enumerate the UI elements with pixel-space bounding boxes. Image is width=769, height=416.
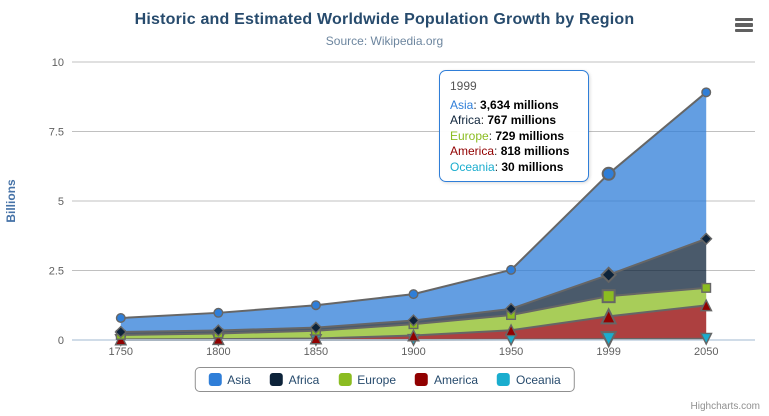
tooltip-series-label: America (450, 144, 495, 159)
y-axis-title: Billions (4, 179, 18, 223)
x-tick-label: 1750 (109, 346, 133, 358)
legend-label: America (434, 372, 479, 387)
x-tick-label: 1950 (499, 346, 523, 358)
legend: Asia Africa Europe America Oceania (194, 367, 575, 392)
legend-item-africa[interactable]: Africa (269, 372, 320, 387)
data-point-asia[interactable] (701, 87, 712, 98)
x-tick-label: 2050 (694, 346, 718, 358)
data-point-america[interactable] (407, 328, 420, 342)
legend-label: Europe (357, 372, 397, 387)
tooltip-series-value: 3,634 millions (480, 97, 559, 112)
y-axis-labels: 0 2.5 5 7.5 10 (49, 57, 64, 347)
y-tick-label: 7.5 (49, 127, 64, 139)
credits-link[interactable]: Highcharts.com (690, 401, 760, 412)
y-tick-label: 5 (58, 196, 64, 208)
tooltip-rows: Asia: 3,634 millions Africa: 767 millions… (450, 98, 578, 176)
legend-symbol-asia (208, 373, 222, 386)
data-point-europe[interactable] (601, 289, 616, 304)
tooltip-row-europe: Europe: 729 millions (450, 128, 565, 143)
tooltip-row-oceania: Oceania: 30 millions (450, 159, 564, 174)
data-point-america[interactable] (211, 332, 225, 346)
export-menu-button[interactable] (733, 16, 755, 34)
data-point-oceania[interactable] (699, 332, 713, 346)
legend-item-asia[interactable]: Asia (208, 372, 251, 387)
data-point-africa[interactable] (504, 302, 518, 316)
legend-item-europe[interactable]: Europe (338, 373, 396, 387)
y-tick-label: 10 (52, 57, 64, 69)
tooltip-row-asia: Asia: 3,634 millions (450, 97, 559, 112)
legend-item-oceania[interactable]: Oceania (497, 373, 561, 387)
x-tick-label: 1999 (596, 346, 620, 358)
tooltip: 1999 Asia: 3,634 millions Africa: 767 mil… (439, 70, 589, 182)
legend-item-america[interactable]: America (415, 373, 478, 387)
x-tick-label: 1900 (401, 346, 425, 358)
data-point-europe[interactable] (701, 282, 712, 293)
data-point-asia[interactable] (213, 307, 224, 318)
data-point-america[interactable] (504, 323, 518, 337)
hamburger-menu-icon (735, 18, 753, 22)
data-point-africa[interactable] (114, 325, 128, 339)
chart-title: Historic and Estimated Worldwide Populat… (134, 11, 635, 28)
x-axis-labels: 1750 1800 1850 1900 1950 1999 2050 (109, 346, 719, 358)
data-point-asia[interactable] (115, 313, 126, 324)
tooltip-series-label: Oceania (450, 159, 495, 174)
data-point-markers (114, 87, 713, 349)
hamburger-menu-icon (735, 28, 753, 32)
data-point-america[interactable] (699, 298, 713, 312)
tooltip-series-label: Africa (450, 113, 481, 128)
legend-label: Africa (288, 372, 320, 387)
chart-subtitle: Source: Wikipedia.org (325, 34, 444, 48)
data-point-america[interactable] (600, 307, 618, 325)
tooltip-row-africa: Africa: 767 millions (450, 113, 557, 128)
data-point-africa[interactable] (600, 266, 618, 284)
legend-symbol-europe (338, 373, 352, 386)
area-america[interactable] (120, 305, 707, 340)
legend-symbol-oceania (497, 373, 511, 386)
area-africa[interactable] (120, 238, 707, 335)
tooltip-series-value: 767 millions (487, 113, 557, 128)
data-point-asia[interactable] (408, 289, 419, 300)
data-point-africa[interactable] (407, 314, 420, 327)
legend-label: Oceania (516, 372, 561, 387)
data-point-america[interactable] (309, 331, 323, 345)
data-point-asia[interactable] (601, 166, 616, 181)
data-point-africa[interactable] (699, 232, 713, 246)
legend-symbol-america (415, 373, 429, 386)
tooltip-row-america: America: 818 millions (450, 144, 570, 159)
legend-symbol-africa (269, 373, 283, 386)
tooltip-series-value: 818 millions (500, 144, 570, 159)
x-tick-label: 1800 (206, 346, 230, 358)
tooltip-header: 1999 (450, 79, 477, 93)
data-point-asia[interactable] (310, 300, 321, 311)
tooltip-series-value: 729 millions (495, 128, 565, 143)
legend-label: Asia (227, 372, 251, 387)
area-asia[interactable] (120, 92, 707, 332)
data-point-asia[interactable] (506, 264, 517, 275)
tooltip-series-label: Asia (450, 97, 474, 112)
hamburger-menu-icon (735, 23, 753, 27)
x-tick-label: 1850 (304, 346, 328, 358)
tooltip-series-label: Europe (450, 128, 489, 143)
y-tick-label: 0 (58, 335, 64, 347)
data-point-oceania[interactable] (600, 331, 618, 349)
tooltip-series-value: 30 millions (501, 159, 564, 174)
data-point-africa[interactable] (212, 324, 225, 337)
data-point-africa[interactable] (309, 321, 323, 334)
series-areas (120, 92, 707, 340)
y-tick-label: 2.5 (49, 266, 64, 278)
